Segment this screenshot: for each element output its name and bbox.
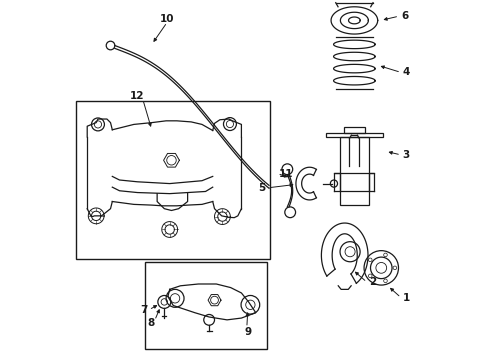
Bar	[340, 137, 368, 205]
Text: 10: 10	[160, 14, 174, 24]
Bar	[145, 262, 267, 348]
Text: 5: 5	[259, 183, 266, 193]
Text: 9: 9	[245, 327, 251, 337]
Text: 11: 11	[279, 168, 294, 179]
Text: 4: 4	[403, 67, 410, 77]
Bar	[76, 101, 270, 259]
Bar	[343, 127, 365, 134]
Text: 7: 7	[140, 305, 147, 315]
Text: 2: 2	[368, 277, 376, 287]
Bar	[326, 134, 383, 137]
Text: 1: 1	[403, 293, 410, 303]
Text: 3: 3	[403, 150, 410, 160]
Text: 6: 6	[401, 11, 408, 21]
Text: 8: 8	[147, 319, 155, 328]
Text: 12: 12	[130, 91, 145, 101]
